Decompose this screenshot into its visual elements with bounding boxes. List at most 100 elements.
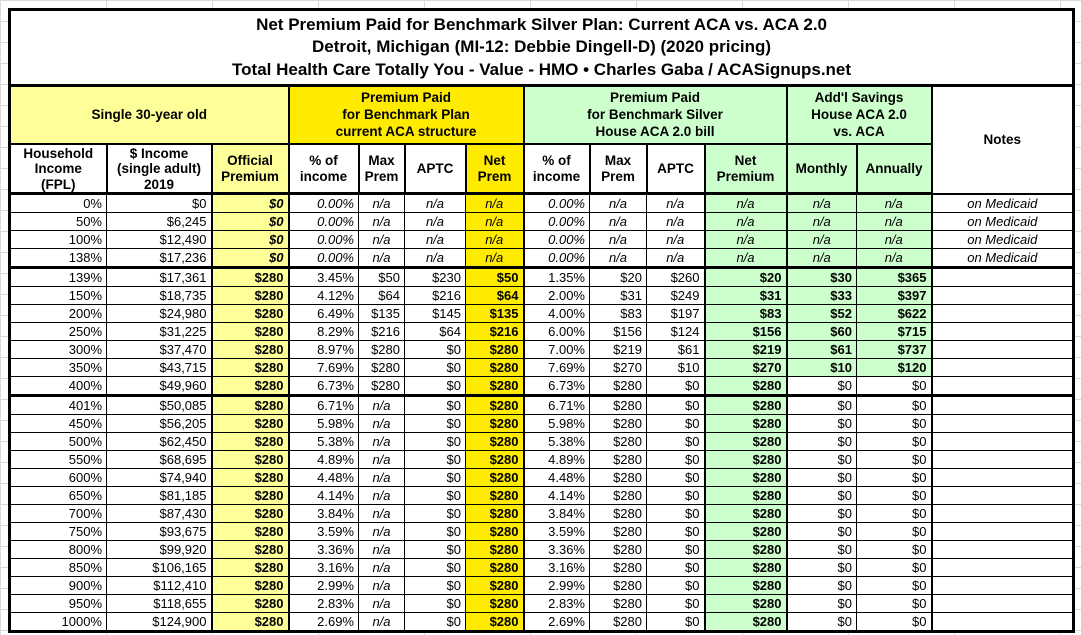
cell-note [930,432,1075,452]
cell-aca-net: $280 [465,612,525,633]
cell-fpl: 1000% [9,612,107,633]
cell-aca2-max: $270 [589,358,647,378]
cell-note [930,414,1075,434]
cell-aca-max: n/a [358,414,405,434]
cell-fpl: 50% [9,212,107,232]
cell-aca2-pct: 3.59% [523,522,590,542]
cell-aca-max: n/a [358,594,405,614]
cell-income: $24,980 [106,304,212,324]
table-row: 700% $87,430 $280 3.84% n/a $0 $280 3.84% $280 $0… [9,504,1075,524]
table-row: 750% $93,675 $280 3.59% n/a $0 $280 3.59% $280 $0… [9,522,1075,542]
cell-aca2-net: $280 [703,558,788,578]
cell-note [930,504,1075,524]
cell-note [930,576,1075,596]
cell-aca2-aptc: $249 [646,286,705,306]
table-row: 600% $74,940 $280 4.48% n/a $0 $280 4.48% $280 $0… [9,468,1075,488]
table-title: Net Premium Paid for Benchmark Silver Pl… [8,8,1075,88]
cell-aca2-net: $270 [703,358,788,378]
cell-sav-monthly: $0 [786,540,857,560]
cell-aca2-max: $280 [589,486,647,506]
cell-aca-net: $50 [465,267,525,288]
cell-sav-annually: $397 [856,286,932,306]
cell-sav-annually: $0 [856,468,932,488]
cell-aca-pct: 3.16% [288,558,359,578]
cell-income: $50,085 [106,395,212,416]
cell-aca2-net: $280 [703,432,788,452]
cell-sav-monthly: $10 [786,358,857,378]
col-header-notes: Notes [930,84,1075,195]
cell-official: $280 [210,450,290,470]
cell-fpl: 850% [9,558,107,578]
cell-aca2-max: $280 [589,576,647,596]
cell-note [930,286,1075,306]
cell-fpl: 750% [9,522,107,542]
cell-aca-aptc: $0 [404,576,466,596]
cell-aca-pct: 5.98% [288,414,359,434]
cell-sav-annually: $0 [856,376,932,398]
cell-official: $280 [210,504,290,524]
cell-fpl: 401% [9,395,107,416]
cell-aca2-net: $83 [703,304,788,324]
cell-aca2-aptc: $0 [646,540,705,560]
cell-aca2-aptc: $0 [646,594,705,614]
table-row: 100% $12,490 $0 0.00% n/a n/a n/a 0.00% n/a n/a n/… [9,230,1075,250]
table-row: 0% $0 $0 0.00% n/a n/a n/a 0.00% n/a n/a n/a n/a n/a… [9,193,1075,214]
cell-aca2-max: $156 [589,322,647,342]
col-header-aca2-aptc: APTC [645,143,706,196]
cell-aca-net: $280 [465,540,525,560]
cell-aca2-pct: 4.89% [523,450,590,470]
group-header-current-aca: Premium Paid for Benchmark Plan current … [287,84,525,146]
cell-aca-net: $280 [465,376,525,398]
cell-sav-annually: $0 [856,522,932,542]
cell-aca2-aptc: $260 [646,267,705,288]
cell-aca-net: $280 [465,594,525,614]
cell-income: $74,940 [106,468,212,488]
cell-aca2-aptc: $0 [646,486,705,506]
cell-sav-annually: $715 [856,322,932,342]
table-row: 150% $18,735 $280 4.12% $64 $216 $64 2.00% $31 $2… [9,286,1075,306]
cell-aca2-net: $280 [703,450,788,470]
cell-aca-max: n/a [358,540,405,560]
cell-aca-pct: 6.73% [288,376,359,398]
cell-aca-pct: 4.89% [288,450,359,470]
cell-note [930,468,1075,488]
cell-aca-aptc: $0 [404,468,466,488]
cell-sav-monthly: $0 [786,376,857,398]
cell-aca-net: $280 [465,486,525,506]
cell-aca-pct: 8.29% [288,322,359,342]
cell-aca-pct: 4.48% [288,468,359,488]
group-header-row: Single 30-year old Premium Paid for Benc… [8,84,1075,195]
cell-aca2-max: $280 [589,468,647,488]
cell-income: $0 [106,193,212,214]
cell-sav-monthly: $0 [786,432,857,452]
premium-comparison-table: Net Premium Paid for Benchmark Silver Pl… [8,8,1076,634]
title-line-3: Total Health Care Totally You - Value - … [232,59,852,79]
cell-aca2-pct: 5.98% [523,414,590,434]
cell-aca-pct: 2.99% [288,576,359,596]
cell-sav-annually: n/a [856,230,932,250]
cell-aca2-net: $280 [703,468,788,488]
cell-fpl: 300% [9,340,107,360]
cell-aca-pct: 4.14% [288,486,359,506]
cell-income: $81,185 [106,486,212,506]
cell-aca2-max: n/a [589,230,647,250]
col-header-aca2-pct-income: % of income [522,143,591,196]
cell-aca2-aptc: $0 [646,376,705,398]
cell-income: $106,165 [106,558,212,578]
cell-aca2-pct: 4.14% [523,486,590,506]
cell-aca-max: n/a [358,193,405,214]
cell-aca-aptc: $0 [404,612,466,633]
cell-aca-aptc: $0 [404,395,466,416]
cell-aca-max: n/a [358,230,405,250]
cell-aca2-net: $31 [703,286,788,306]
col-header-official-premium: Official Premium [210,143,290,196]
cell-aca-pct: 2.69% [288,612,359,633]
cell-official: $280 [210,594,290,614]
cell-aca-aptc: $0 [404,486,466,506]
cell-aca2-aptc: n/a [646,193,705,214]
cell-aca2-pct: 6.00% [523,322,590,342]
group-header-aca2: Premium Paid for Benchmark Silver House … [522,84,788,146]
cell-aca-aptc: $230 [404,267,466,288]
cell-sav-annually: $0 [856,414,932,434]
cell-aca2-max: $280 [589,540,647,560]
